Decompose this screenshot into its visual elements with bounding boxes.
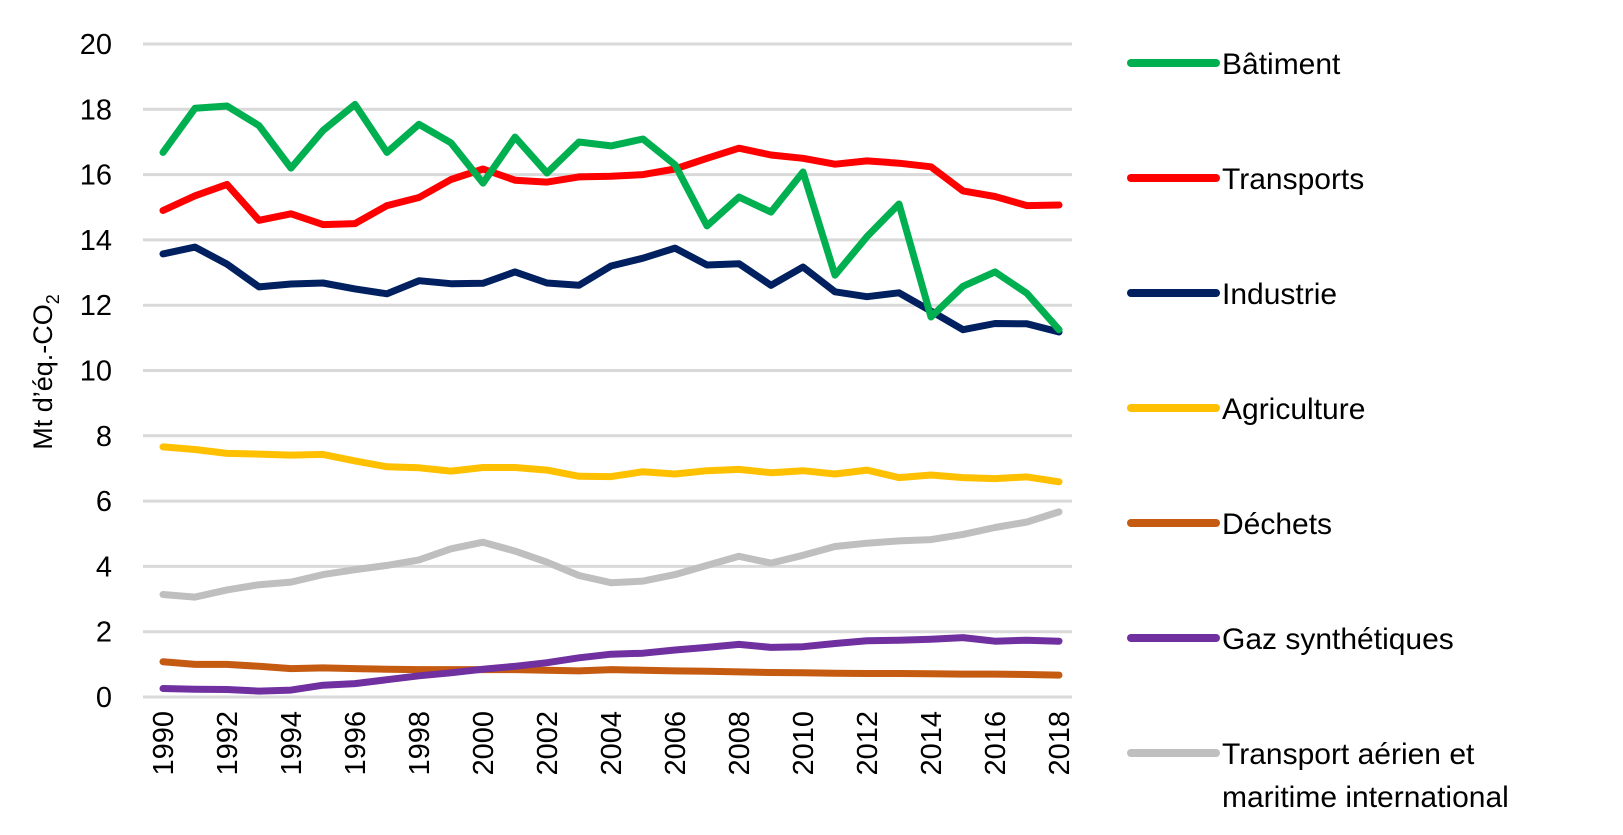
series-line-transports	[159, 144, 1063, 229]
y-axis-title-text: Mt d’éq.-CO	[28, 304, 58, 450]
legend-label: Industrie	[1222, 278, 1337, 311]
legend-label: Bâtiment	[1222, 48, 1341, 81]
x-tick-label: 2012	[852, 711, 884, 776]
y-tick-label: 16	[80, 160, 112, 192]
x-tick-label: 1990	[148, 711, 180, 776]
y-tick-label: 20	[80, 29, 112, 61]
legend-item: Transports	[1127, 163, 1364, 196]
legend-item: Industrie	[1127, 278, 1337, 311]
series-line-agriculture	[159, 443, 1063, 486]
legend-label: Gaz synthétiques	[1222, 623, 1454, 656]
series-line-industrie	[159, 243, 1063, 336]
x-tick-label: 2000	[468, 711, 500, 776]
series-lines	[159, 100, 1063, 695]
y-axis-tick-labels: 0 2 4 6 8 10 12 14 16 18 20	[80, 29, 112, 714]
y-axis-title-subscript: 2	[43, 294, 63, 304]
legend: Bâtiment Transports Industrie Agriculture Dé…	[1127, 48, 1509, 814]
series-line-d-chets	[159, 658, 1063, 679]
legend-item: Gaz synthétiques	[1127, 623, 1454, 656]
y-tick-label: 14	[80, 225, 112, 257]
y-tick-label: 12	[80, 290, 112, 322]
legend-label: Transport aérien et	[1222, 738, 1475, 771]
x-tick-label: 1992	[212, 711, 244, 776]
x-axis-tick-labels: 1990 1992 1994 1996 1998 2000 2002 2004 2006 2008…	[148, 711, 1076, 776]
x-tick-label: 2006	[660, 711, 692, 776]
x-tick-label: 2014	[916, 711, 948, 776]
y-axis-title: Mt d’éq.-CO2	[28, 294, 63, 450]
x-tick-label: 2004	[596, 711, 628, 776]
series-line-b-timent	[159, 100, 1063, 334]
y-tick-label: 2	[96, 617, 112, 649]
x-tick-label: 1996	[340, 711, 372, 776]
x-tick-label: 2016	[980, 711, 1012, 776]
x-tick-label: 2002	[532, 711, 564, 776]
legend-label: Agriculture	[1222, 393, 1365, 426]
x-tick-label: 1994	[276, 711, 308, 776]
legend-item: Agriculture	[1127, 393, 1365, 426]
y-tick-label: 10	[80, 356, 112, 388]
series-line-transport-a-rien-et-maritime-international	[159, 508, 1063, 601]
y-tick-label: 4	[96, 551, 112, 583]
y-tick-label: 8	[96, 421, 112, 453]
legend-label: Déchets	[1222, 508, 1332, 541]
y-tick-label: 18	[80, 94, 112, 126]
x-tick-label: 2018	[1044, 711, 1076, 776]
legend-item: Bâtiment	[1127, 48, 1341, 81]
legend-item: Transport aérien et maritime internationa…	[1127, 738, 1509, 814]
x-tick-label: 2008	[724, 711, 756, 776]
legend-item: Déchets	[1127, 508, 1332, 541]
x-tick-label: 1998	[404, 711, 436, 776]
series-line-gaz-synth-tiques	[159, 634, 1063, 695]
legend-label: maritime international	[1222, 781, 1509, 814]
x-tick-label: 2010	[788, 711, 820, 776]
y-tick-label: 0	[96, 682, 112, 714]
y-tick-label: 6	[96, 486, 112, 518]
legend-label: Transports	[1222, 163, 1364, 196]
